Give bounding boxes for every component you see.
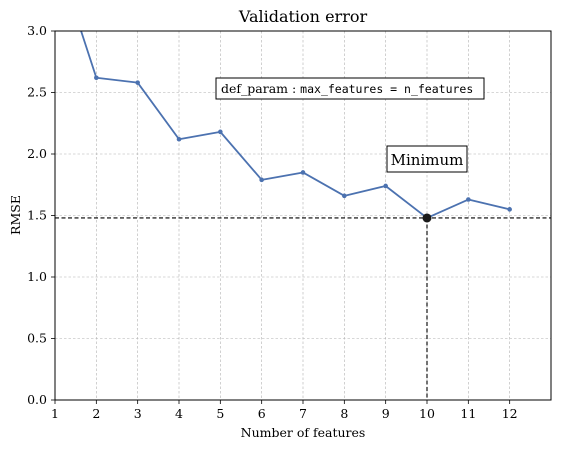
y-tick-label: 2.0 <box>27 146 47 161</box>
data-point <box>301 170 306 175</box>
x-tick-label: 12 <box>502 406 518 421</box>
x-tick-label: 9 <box>382 406 390 421</box>
data-point <box>466 197 471 202</box>
param-annotation: def_param : max_features = n_features <box>216 78 484 99</box>
x-tick-label: 1 <box>51 406 59 421</box>
y-tick-label: 0.5 <box>27 331 47 346</box>
data-point <box>94 75 99 80</box>
param-annotation-code: max_features = n_features <box>300 82 473 96</box>
y-axis-ticks: 0.0 0.5 1.0 1.5 2.0 2.5 3.0 <box>27 23 55 407</box>
data-point <box>383 184 388 189</box>
chart-title: Validation error <box>238 7 368 26</box>
param-annotation-prefix: def_param : <box>221 81 300 96</box>
x-axis-ticks: 1 2 3 4 5 6 7 8 9 10 11 12 <box>51 400 518 421</box>
x-tick-label: 6 <box>258 406 266 421</box>
y-tick-label: 2.5 <box>27 85 47 100</box>
x-tick-label: 4 <box>175 406 183 421</box>
x-axis-label: Number of features <box>241 425 366 440</box>
x-tick-label: 5 <box>216 406 224 421</box>
data-point <box>507 207 512 212</box>
x-tick-label: 11 <box>460 406 476 421</box>
x-tick-label: 7 <box>299 406 307 421</box>
minimum-marker <box>423 213 432 222</box>
data-point <box>218 130 223 135</box>
data-point <box>177 137 182 142</box>
y-tick-label: 1.5 <box>27 208 47 223</box>
x-tick-label: 2 <box>92 406 100 421</box>
data-point <box>135 80 140 85</box>
data-point <box>342 194 347 199</box>
x-tick-label: 10 <box>419 406 435 421</box>
param-annotation-text: def_param : max_features = n_features <box>221 81 473 96</box>
y-tick-label: 0.0 <box>27 392 47 407</box>
data-point <box>259 178 264 183</box>
x-tick-label: 8 <box>340 406 348 421</box>
y-axis-label: RMSE <box>8 195 23 235</box>
minimum-annotation-label: Minimum <box>391 151 464 169</box>
y-tick-label: 3.0 <box>27 23 47 38</box>
x-tick-label: 3 <box>134 406 142 421</box>
minimum-reference-lines <box>55 218 551 400</box>
minimum-annotation: Minimum <box>387 146 467 172</box>
y-tick-label: 1.0 <box>27 269 47 284</box>
series-layer <box>53 0 512 222</box>
series-line <box>55 0 510 218</box>
